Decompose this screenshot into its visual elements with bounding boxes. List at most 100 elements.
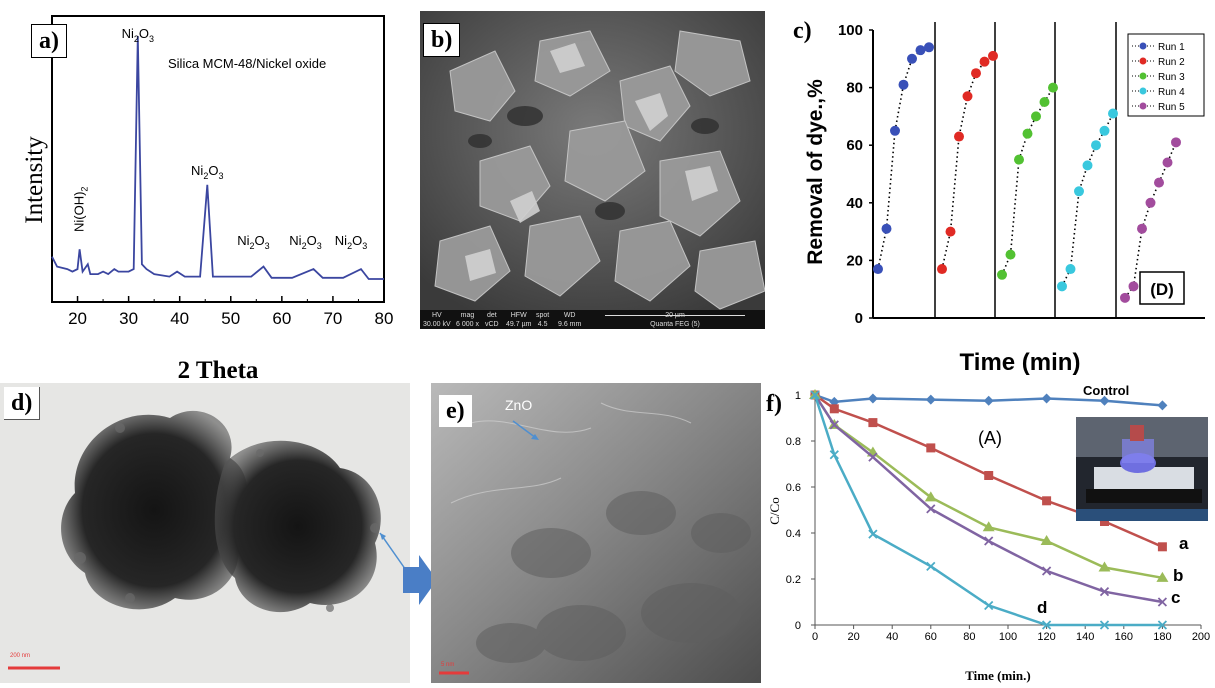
tem-e-texture — [431, 383, 761, 683]
degradation-point — [984, 536, 994, 546]
tem-d-arrow-line — [379, 532, 409, 574]
sem-hfw-value: 49.7 µm — [506, 321, 532, 328]
removal-y-axis-label: Removal of dye.,% — [804, 79, 827, 265]
degradation-x-tick-label: 100 — [999, 631, 1017, 643]
removal-y-tick-label: 60 — [846, 137, 863, 154]
degradation-series-line — [813, 394, 1163, 627]
degradation-x-tick-label: 160 — [1115, 631, 1133, 643]
panel-label-e: e) — [439, 395, 472, 427]
removal-point — [1082, 160, 1093, 171]
removal-y-tick-label: 40 — [846, 195, 863, 212]
tem-e-image: ZnO 5 nm — [431, 383, 761, 683]
tem-e-annotation: ZnO — [505, 397, 533, 413]
panel-b-sem: HV 30.00 kV mag 6 000 x det vCD HFW 49.7 µm … — [420, 11, 765, 329]
degradation-point — [1100, 517, 1109, 526]
removal-point — [979, 56, 990, 67]
sem-mag-value: 6 000 x — [456, 321, 479, 328]
degradation-point — [925, 394, 936, 405]
removal-point — [1145, 197, 1156, 208]
removal-legend-label: Run 2 — [1158, 57, 1185, 68]
xrd-x-tick-label: 80 — [375, 309, 394, 328]
removal-point — [1039, 97, 1050, 107]
tem-d-arrow-head — [380, 533, 386, 540]
degradation-point — [1041, 566, 1052, 576]
removal-legend-label: Run 4 — [1158, 87, 1185, 98]
degradation-point — [868, 452, 878, 462]
degradation-y-tick-label: 0.6 — [786, 482, 801, 494]
xrd-x-tick-label: 20 — [68, 309, 87, 328]
removal-y-tick-label: 100 — [838, 22, 863, 39]
sem-hv-value: 30.00 kV — [423, 321, 451, 328]
panel-label-a: a) — [31, 24, 67, 58]
sem-image: HV 30.00 kV mag 6 000 x det vCD HFW 49.7 µm … — [420, 11, 765, 329]
removal-point — [873, 264, 883, 275]
degradation-point — [829, 450, 839, 460]
xrd-x-tick-label: 30 — [119, 309, 138, 328]
tem-d-scale-text: 200 nm — [10, 653, 31, 659]
degradation-point — [829, 404, 839, 414]
xrd-x-tick-label: 70 — [323, 309, 342, 328]
xrd-title: Silica MCM-48/Nickel oxide — [168, 56, 326, 71]
degradation-point — [1099, 620, 1110, 630]
degradation-point — [1099, 395, 1110, 406]
panel-label-f: f) — [766, 391, 782, 417]
xrd-x-tick-label: 60 — [272, 309, 291, 328]
panel-f-degradation: 0 0.2 0.4 0.6 0.8 1 0 20 40 60 80 100 120 140 160 180 20… — [763, 383, 1215, 683]
panel-label-b: b) — [423, 23, 461, 57]
degradation-point — [926, 443, 936, 453]
xrd-chart: 20 30 40 50 60 70 80 Silica MCM-48/Nickel oxid… — [21, 15, 394, 384]
degradation-point — [1157, 620, 1168, 630]
panel-e-hrtem: ZnO 5 nm e) — [431, 383, 761, 683]
removal-y-tick-label: 0 — [855, 310, 863, 327]
degradation-point — [984, 600, 994, 611]
removal-point — [1162, 157, 1173, 168]
sem-scale-bar — [605, 315, 745, 316]
degradation-point — [1156, 571, 1169, 582]
degradation-series-label: b — [1173, 566, 1183, 585]
degradation-point — [1157, 597, 1168, 607]
panel-label-d: d) — [4, 387, 41, 420]
panel-d-tem: 200 nm d) — [0, 383, 410, 683]
removal-point — [1154, 177, 1164, 188]
tem-e-arrow-line — [512, 420, 537, 439]
removal-legend-label: Run 5 — [1158, 102, 1185, 113]
removal-point — [937, 264, 947, 275]
degradation-series-label: Control — [1083, 383, 1129, 398]
removal-point — [881, 223, 892, 234]
xrd-x-tick-label: 40 — [170, 309, 189, 328]
removal-legend-marker — [1139, 72, 1147, 80]
degradation-point — [810, 390, 820, 400]
degradation-point — [924, 491, 937, 502]
degradation-point — [867, 393, 878, 404]
removal-series-line — [941, 55, 994, 270]
removal-point — [971, 68, 981, 79]
removal-point — [954, 131, 964, 142]
removal-point — [924, 42, 934, 53]
removal-point — [1091, 140, 1101, 151]
degradation-x-tick-label: 180 — [1153, 631, 1171, 643]
removal-point — [1137, 223, 1147, 234]
sem-det-value: vCD — [485, 321, 499, 328]
removal-chart: 0 20 40 60 80 100 Run 1 Run 2 Run 3 Run 4 Run 5 (D… — [804, 22, 1205, 376]
degradation-point — [1040, 535, 1053, 546]
degradation-x-tick-label: 40 — [886, 631, 898, 643]
degradation-x-tick-label: 0 — [812, 631, 818, 643]
transition-arrow-icon — [403, 555, 437, 605]
degradation-point — [982, 521, 995, 532]
removal-point — [1108, 108, 1118, 119]
removal-point — [1120, 292, 1130, 303]
degradation-point — [926, 561, 936, 571]
degradation-point — [868, 529, 878, 539]
xrd-peak-label: Ni2O3 — [237, 233, 269, 251]
degradation-series-label: c — [1171, 588, 1180, 607]
degradation-x-tick-label: 80 — [963, 631, 975, 643]
removal-point — [898, 79, 909, 90]
degradation-y-tick-label: 0 — [795, 620, 801, 632]
xrd-x-axis-label: 2 Theta — [178, 357, 259, 384]
degradation-point — [868, 418, 878, 428]
removal-point — [890, 125, 900, 136]
removal-legend-label: Run 1 — [1158, 42, 1185, 53]
removal-x-axis-label: Time (min) — [960, 349, 1081, 376]
degradation-point — [1041, 393, 1052, 404]
xrd-peak-label: Ni(OH)2 — [72, 187, 90, 232]
